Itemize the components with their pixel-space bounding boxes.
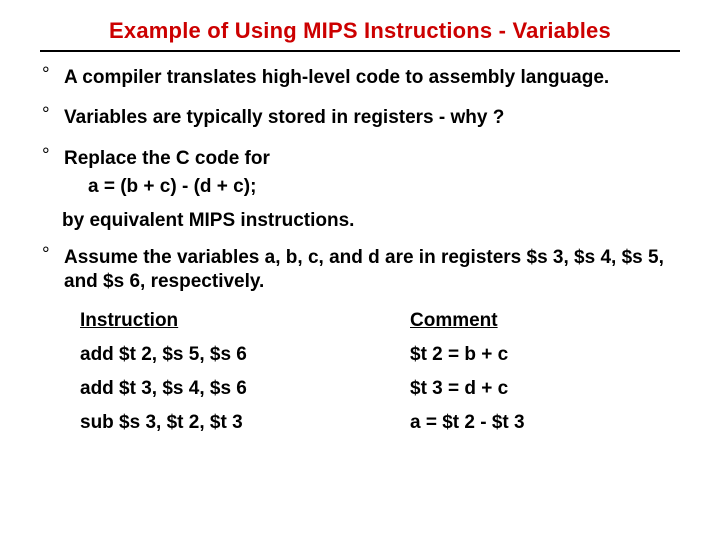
bullet-1-text: A compiler translates high-level code to… bbox=[64, 66, 680, 90]
bullet-3-code: a = (b + c) - (d + c); bbox=[40, 175, 680, 200]
bullet-1: ° A compiler translates high-level code … bbox=[40, 66, 680, 90]
bullet-marker-icon: ° bbox=[42, 145, 50, 167]
header-instruction: Instruction bbox=[80, 310, 410, 332]
instruction-table: Instruction Comment add $t 2, $s 5, $s 6… bbox=[80, 310, 680, 434]
bullet-4: ° Assume the variables a, b, c, and d ar… bbox=[40, 246, 680, 295]
table-header-row: Instruction Comment bbox=[80, 310, 680, 332]
bullet-3-tail: by equivalent MIPS instructions. bbox=[40, 210, 680, 232]
slide-title: Example of Using MIPS Instructions - Var… bbox=[40, 18, 680, 44]
cell-comment: a = $t 2 - $t 3 bbox=[410, 412, 660, 434]
cell-comment: $t 2 = b + c bbox=[410, 344, 660, 366]
bullet-marker-icon: ° bbox=[42, 64, 50, 86]
table-row: add $t 3, $s 4, $s 6 $t 3 = d + c bbox=[80, 378, 680, 400]
cell-instruction: sub $s 3, $t 2, $t 3 bbox=[80, 412, 410, 434]
bullet-2: ° Variables are typically stored in regi… bbox=[40, 106, 680, 130]
bullet-3-text: Replace the C code for bbox=[64, 147, 680, 171]
cell-comment: $t 3 = d + c bbox=[410, 378, 660, 400]
bullet-3: ° Replace the C code for bbox=[40, 147, 680, 171]
cell-instruction: add $t 3, $s 4, $s 6 bbox=[80, 378, 410, 400]
table-row: sub $s 3, $t 2, $t 3 a = $t 2 - $t 3 bbox=[80, 412, 680, 434]
table-row: add $t 2, $s 5, $s 6 $t 2 = b + c bbox=[80, 344, 680, 366]
bullet-marker-icon: ° bbox=[42, 104, 50, 126]
header-comment: Comment bbox=[410, 310, 660, 332]
slide-container: Example of Using MIPS Instructions - Var… bbox=[0, 0, 720, 540]
title-rule bbox=[40, 50, 680, 52]
bullet-2-text: Variables are typically stored in regist… bbox=[64, 106, 680, 130]
bullet-4-text: Assume the variables a, b, c, and d are … bbox=[64, 246, 680, 295]
bullet-marker-icon: ° bbox=[42, 244, 50, 266]
cell-instruction: add $t 2, $s 5, $s 6 bbox=[80, 344, 410, 366]
